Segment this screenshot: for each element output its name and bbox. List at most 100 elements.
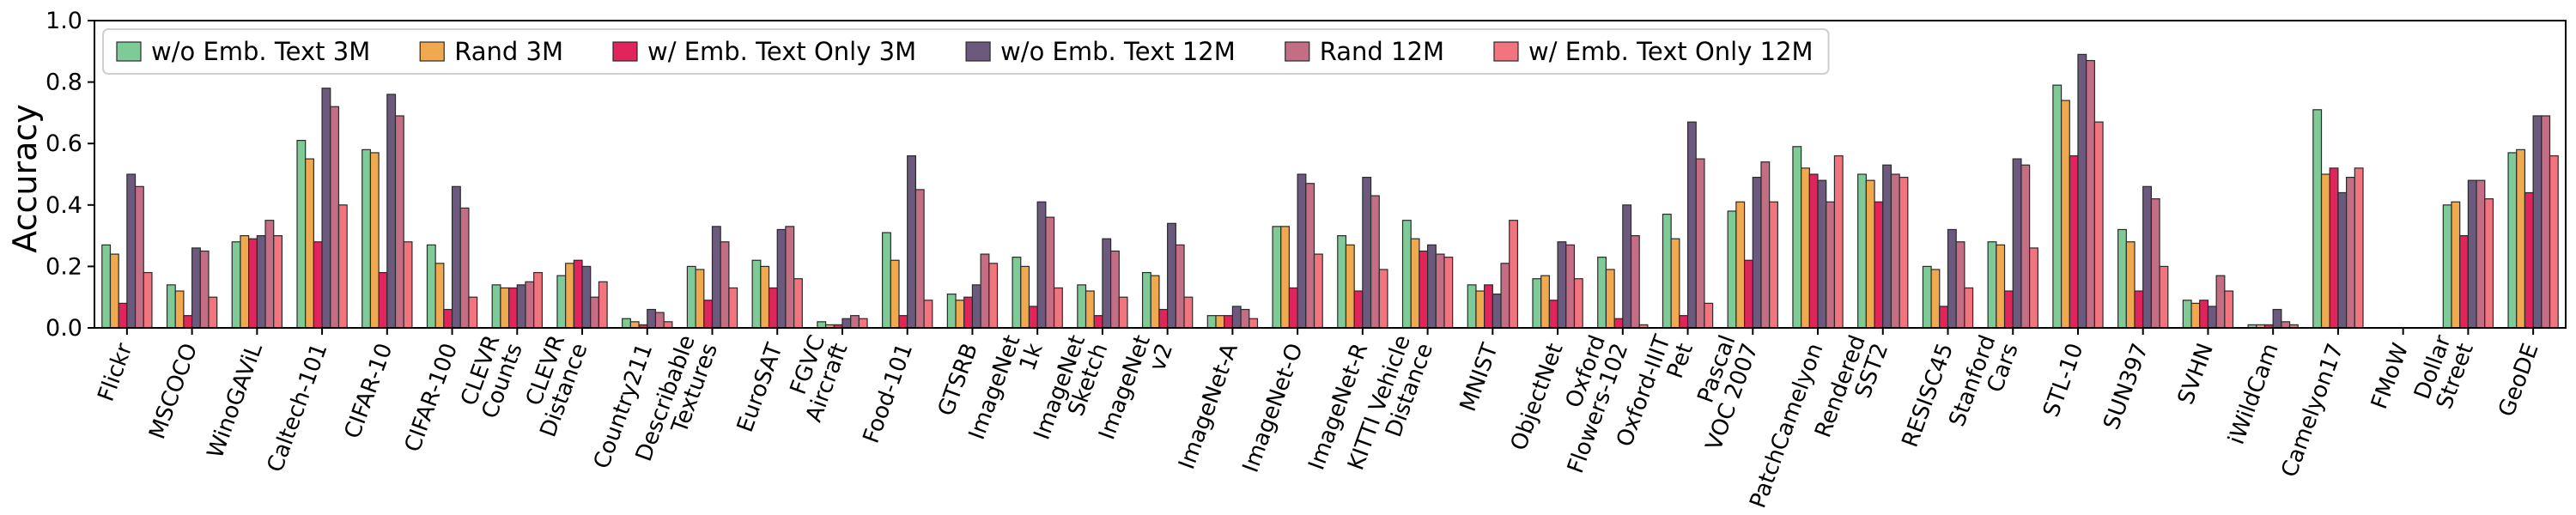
bar	[1467, 284, 1477, 329]
bar	[850, 315, 860, 329]
bar	[459, 207, 470, 329]
x-tick-label: CIFAR-100	[400, 340, 463, 455]
legend-swatch	[419, 41, 445, 62]
legend-label: Rand 3M	[454, 37, 563, 66]
bar	[1695, 158, 1705, 329]
bar	[2093, 121, 2104, 329]
bar	[533, 271, 543, 329]
bar	[1930, 269, 1941, 329]
bar	[1215, 315, 1225, 329]
y-tick-label: 0.4	[46, 192, 82, 219]
bar	[2346, 176, 2355, 329]
bar	[1362, 176, 1372, 329]
bar	[361, 148, 372, 329]
x-tick-label: StanfordCars	[1944, 332, 2023, 439]
bar	[434, 263, 445, 329]
bar	[305, 158, 314, 329]
bar	[1305, 183, 1315, 329]
bar	[776, 228, 787, 329]
bar	[2329, 167, 2339, 329]
y-tick-label: 0.2	[46, 253, 82, 280]
bar	[785, 226, 795, 329]
bar	[1964, 287, 1974, 329]
bar	[330, 106, 340, 329]
bar	[1141, 271, 1151, 329]
bar	[923, 300, 933, 329]
bar	[109, 253, 119, 329]
bars	[101, 53, 2559, 329]
bar	[1093, 315, 1103, 329]
bar	[2541, 115, 2551, 329]
bar	[2086, 59, 2095, 329]
bar	[1792, 146, 1802, 329]
bar	[622, 318, 631, 329]
bar	[629, 321, 640, 329]
bar	[817, 321, 827, 329]
x-tick-label: iWildCam	[2224, 340, 2284, 448]
bar	[2507, 152, 2518, 329]
bar	[720, 241, 730, 329]
bar	[971, 284, 981, 329]
bar	[174, 290, 185, 329]
bar	[703, 300, 714, 329]
bar	[507, 287, 518, 329]
bar	[1484, 284, 1493, 329]
bar	[1874, 201, 1884, 329]
bar	[378, 271, 388, 329]
bar	[1053, 287, 1063, 329]
x-tick-label: EuroSAT	[732, 340, 788, 435]
bar	[1020, 265, 1030, 329]
bar	[1630, 235, 1640, 329]
bar	[1150, 275, 1160, 329]
bar	[2442, 204, 2452, 329]
bar	[403, 241, 413, 329]
bar	[556, 275, 567, 329]
bar	[1240, 308, 1250, 329]
bar	[468, 296, 478, 329]
bar	[1801, 167, 1810, 329]
bar	[1353, 290, 1364, 329]
bar	[386, 94, 397, 329]
bar	[1345, 244, 1355, 329]
bar	[1540, 275, 1550, 329]
bar	[2281, 321, 2291, 329]
bar	[1313, 253, 1323, 329]
legend-label: Rand 12M	[1320, 37, 1444, 66]
bar	[2337, 191, 2348, 329]
bar	[1826, 201, 1836, 329]
x-tick-label: GeoDE	[2494, 340, 2543, 420]
x-tick-label: MNIST	[1455, 340, 1504, 415]
bar	[126, 173, 137, 329]
bar	[980, 253, 990, 329]
x-tick-label: CIFAR-10	[340, 340, 398, 442]
x-tick-label: ImageNet-A	[1174, 340, 1243, 473]
bar	[1557, 241, 1567, 329]
bar	[2467, 179, 2477, 329]
bar	[2354, 167, 2364, 329]
bar	[2012, 158, 2022, 329]
bar	[1565, 244, 1576, 329]
bar	[695, 269, 705, 329]
bar	[2020, 164, 2031, 329]
legend-label: w/o Emb. Text 3M	[151, 37, 370, 66]
bar	[1443, 257, 1454, 329]
bar	[2516, 148, 2526, 329]
bar	[898, 315, 908, 329]
bar	[500, 287, 510, 329]
bar	[256, 235, 266, 329]
x-tick-label: MSCOCO	[144, 340, 203, 442]
y-tick-label: 0.0	[46, 315, 82, 342]
x-tick-label: Food-101	[859, 340, 919, 446]
bar	[1735, 201, 1746, 329]
bar	[296, 140, 307, 329]
bar	[191, 247, 201, 329]
x-tick-label: CLEVRCounts	[454, 332, 528, 422]
bar	[647, 308, 657, 329]
bar	[1548, 300, 1558, 329]
bar	[793, 278, 803, 329]
bar	[1224, 315, 1233, 329]
y-tick-label: 0.6	[46, 130, 82, 157]
legend-swatch	[612, 41, 638, 62]
bar	[183, 315, 193, 329]
